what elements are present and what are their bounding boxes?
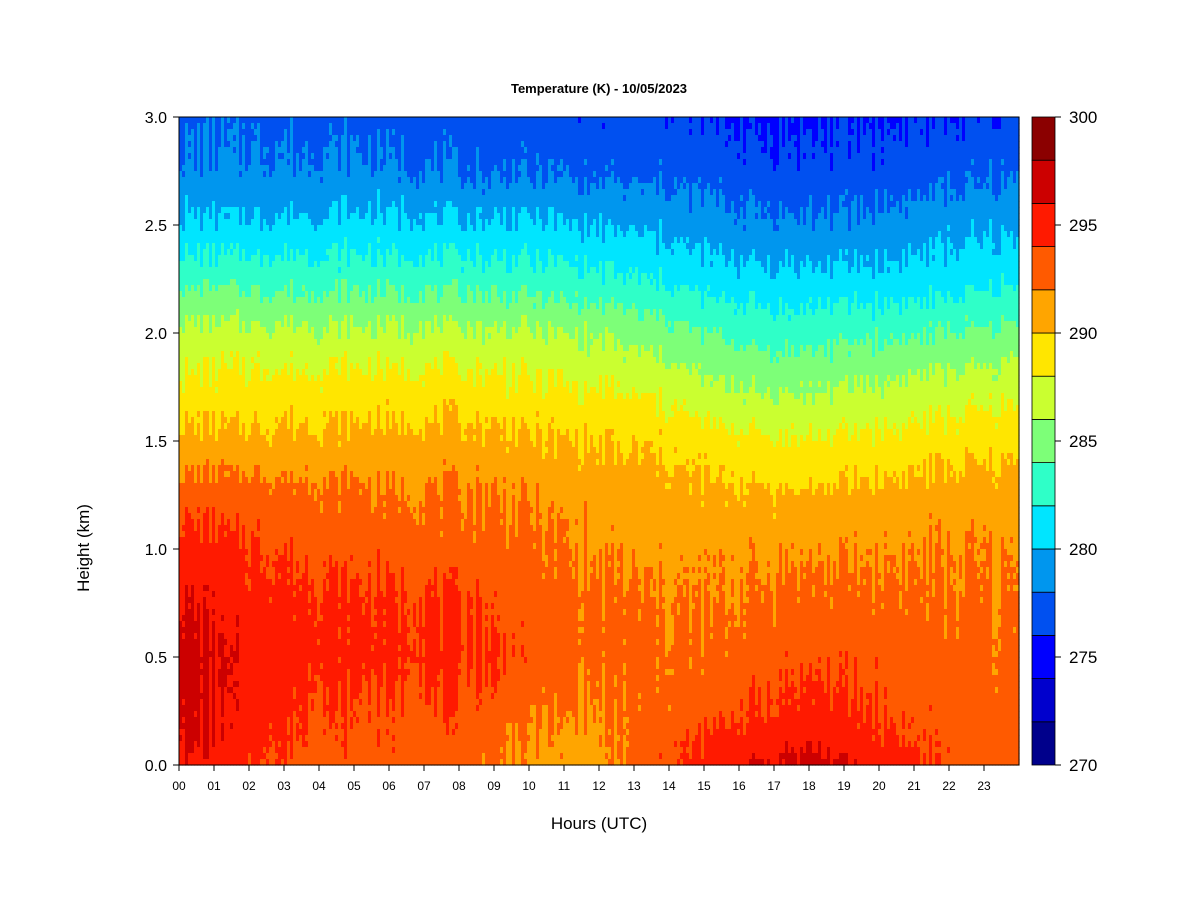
chart-title: Temperature (K) - 10/05/2023	[511, 81, 687, 96]
heatmap-area	[179, 117, 1020, 766]
